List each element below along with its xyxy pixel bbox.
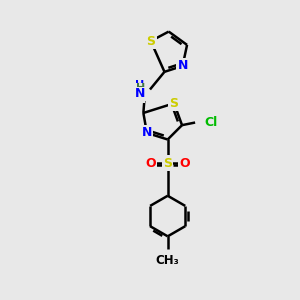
Text: N: N [135,87,146,100]
Text: N: N [177,59,188,72]
Text: S: S [146,34,155,48]
Text: S: S [163,157,172,169]
Text: O: O [146,157,156,169]
Text: Cl: Cl [204,116,217,129]
Text: CH₃: CH₃ [156,254,180,267]
Text: S: S [169,97,178,110]
Text: O: O [179,157,190,169]
Text: H
N: H N [135,80,144,102]
Text: N: N [142,126,152,140]
Text: H: H [136,83,146,94]
